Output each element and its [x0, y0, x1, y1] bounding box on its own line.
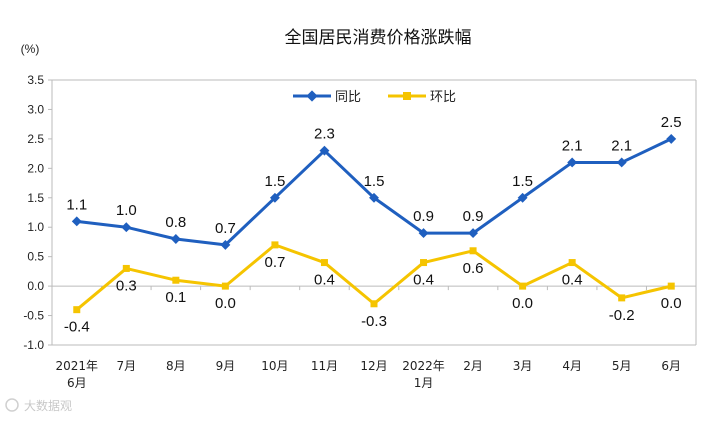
- x-tick-label: 11月: [311, 359, 338, 373]
- series-point-yoy: [517, 192, 528, 203]
- data-label-yoy: 2.5: [661, 114, 682, 131]
- data-label-mom: -0.3: [361, 313, 387, 330]
- legend-marker-yoy: [306, 90, 318, 102]
- data-label-mom: 0.3: [116, 277, 137, 294]
- series-point-mom: [172, 276, 180, 284]
- x-axis-zero-line: [51, 285, 697, 291]
- y-tick-label: -0.5: [23, 309, 44, 323]
- x-tick-label: 2月: [463, 359, 483, 373]
- data-label-yoy: 0.8: [165, 214, 186, 231]
- y-tick-label: 2.0: [27, 161, 44, 175]
- legend-label-yoy: 同比: [335, 90, 361, 105]
- data-label-mom: 0.4: [314, 272, 335, 289]
- series-point-yoy: [616, 157, 627, 168]
- data-label-mom: 0.4: [413, 272, 434, 289]
- y-axis-ticks: -1.0 -0.5 0.0 0.5 1.0 1.5 2.0 2.5 3.0 3.5: [23, 73, 52, 352]
- x-tick-label: 10月: [261, 359, 288, 373]
- data-label-yoy: 1.5: [264, 173, 285, 190]
- y-tick-label: 0.5: [27, 250, 44, 264]
- series-point-mom: [271, 241, 279, 249]
- legend: 同比 环比: [293, 90, 456, 105]
- x-tick-label: 1月: [414, 376, 434, 390]
- series-point-mom: [122, 264, 130, 272]
- y-tick-label: -1.0: [23, 338, 44, 352]
- y-tick-label: 1.5: [27, 191, 44, 205]
- series-point-yoy: [468, 228, 479, 239]
- x-tick-label: 5月: [612, 359, 632, 373]
- x-tick-label: 2022年: [402, 359, 445, 373]
- series-point-yoy: [319, 145, 330, 156]
- x-tick-label: 6月: [661, 359, 681, 373]
- series-point-yoy: [369, 192, 379, 203]
- legend-marker-mom: [403, 92, 411, 100]
- data-label-mom: 0.6: [463, 260, 484, 277]
- legend-item-yoy: 同比: [293, 90, 361, 105]
- data-label-mom: 0.1: [165, 289, 186, 306]
- series-point-mom: [568, 259, 576, 267]
- x-tick-label: 7月: [116, 359, 136, 373]
- watermark-text: 大数据观: [24, 398, 72, 413]
- x-tick-label: 3月: [513, 359, 533, 373]
- y-tick-label: 3.0: [27, 102, 44, 116]
- series-point-mom: [519, 282, 527, 290]
- series-point-mom: [469, 247, 477, 255]
- data-label-yoy: 2.1: [611, 137, 632, 154]
- x-tick-label: 9月: [216, 359, 236, 373]
- x-tick-label: 6月: [67, 376, 87, 390]
- series-point-mom: [618, 294, 626, 302]
- series-layer: [71, 133, 677, 314]
- x-tick-label: 4月: [562, 359, 582, 373]
- chart-title: 全国居民消费价格涨跌幅: [285, 28, 472, 48]
- series-point-yoy: [567, 157, 578, 168]
- series-point-yoy: [418, 228, 429, 239]
- x-axis-ticks: 2021年 6月 7月 8月 9月 10月 11月 12月 2022年 1月 2月 3月 4月 5月 6月: [55, 359, 681, 390]
- data-label-mom: -0.4: [64, 319, 90, 336]
- series-point-yoy: [220, 239, 231, 250]
- data-label-mom: -0.2: [609, 307, 635, 324]
- series-point-mom: [420, 259, 428, 267]
- data-label-yoy: 2.1: [562, 137, 583, 154]
- data-label-yoy: 1.0: [116, 202, 137, 219]
- data-label-mom: 0.0: [661, 295, 682, 312]
- watermark-logo-icon: [5, 398, 19, 412]
- y-tick-label: 3.5: [27, 73, 44, 87]
- y-tick-label: 0.0: [27, 279, 44, 293]
- series-point-yoy: [71, 216, 82, 227]
- data-label-yoy: 1.5: [364, 173, 385, 190]
- series-point-yoy: [170, 234, 181, 244]
- x-tick-label: 12月: [360, 359, 387, 373]
- data-label-yoy: 0.9: [463, 208, 484, 225]
- series-point-mom: [667, 282, 675, 290]
- data-label-mom: 0.4: [562, 272, 583, 289]
- y-axis-unit-label: (%): [21, 42, 40, 56]
- series-point-yoy: [269, 192, 280, 203]
- x-tick-label: 2021年: [55, 359, 98, 373]
- data-label-yoy: 1.5: [512, 173, 533, 190]
- x-tick-label: 8月: [166, 359, 186, 373]
- data-labels-layer: 1.1 1.0 0.8 0.7 1.5 2.3 1.5 0.9 0.9 1.5 2.1 2.1 2.5 -…: [64, 114, 682, 336]
- data-label-mom: 0.7: [264, 254, 285, 271]
- y-tick-label: 2.5: [27, 132, 44, 146]
- legend-label-mom: 环比: [430, 90, 456, 105]
- data-label-mom: 0.0: [215, 295, 236, 312]
- series-point-mom: [221, 282, 229, 290]
- y-tick-label: 1.0: [27, 220, 44, 234]
- data-label-mom: 0.0: [512, 295, 533, 312]
- series-point-yoy: [666, 133, 677, 144]
- data-label-yoy: 0.7: [215, 220, 236, 237]
- legend-item-mom: 环比: [388, 90, 456, 105]
- watermark: 大数据观: [5, 398, 72, 413]
- series-point-yoy: [121, 222, 132, 233]
- series-point-mom: [73, 306, 81, 314]
- data-label-yoy: 0.9: [413, 208, 434, 225]
- series-point-mom: [370, 300, 378, 308]
- series-point-mom: [320, 259, 328, 267]
- data-label-yoy: 2.3: [314, 126, 335, 143]
- data-label-yoy: 1.1: [66, 196, 87, 213]
